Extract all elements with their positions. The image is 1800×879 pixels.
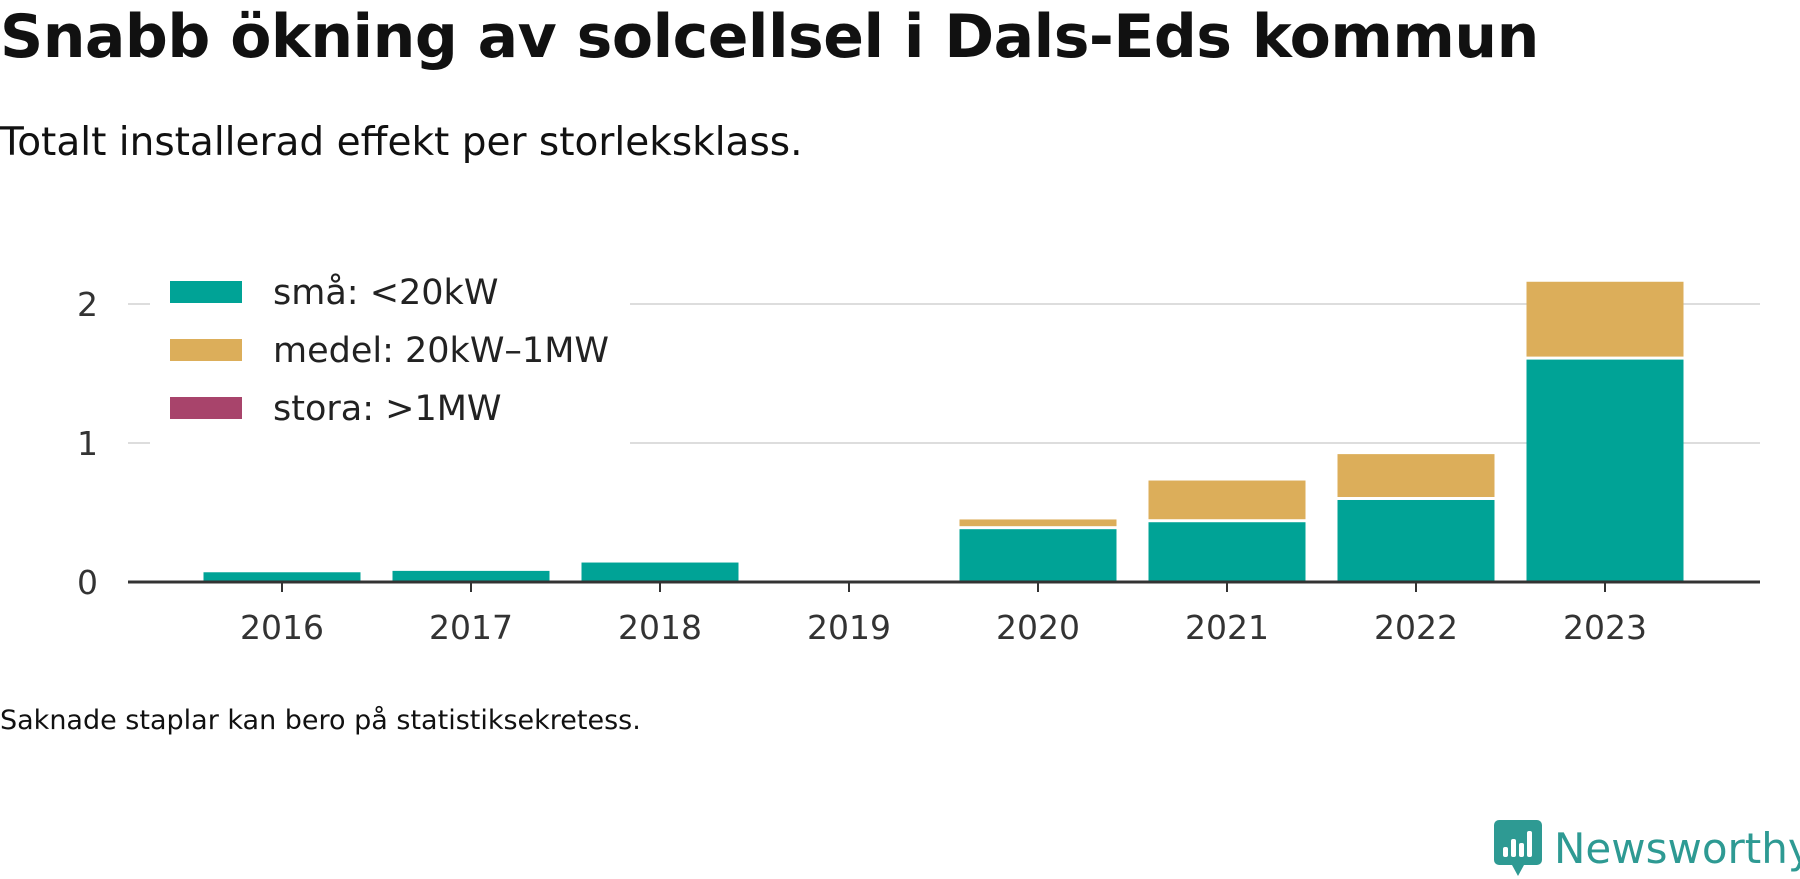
chart-title: Snabb ökning av solcellsel i Dals-Eds ko… [0, 2, 1539, 72]
x-tick-label: 2016 [240, 608, 324, 647]
bar-2021-0 [1148, 522, 1306, 582]
legend-swatch [170, 281, 242, 303]
bar-2016-0 [203, 572, 361, 582]
y-tick-label: 2 [77, 285, 98, 324]
bar-2022-1 [1337, 454, 1495, 497]
legend-swatch [170, 339, 242, 361]
footnote: Saknade staplar kan bero på statistiksek… [0, 705, 641, 736]
x-tick-label: 2019 [807, 608, 891, 647]
brand-name: Newsworthy [1554, 823, 1800, 873]
bar-2020-0 [959, 529, 1117, 582]
legend-swatch [170, 397, 242, 419]
axis-ticks: 0 1 2 2016 2017 2018 2019 2020 2021 2022 2023 [77, 285, 1647, 647]
bar-2021-1 [1148, 480, 1306, 520]
x-tick-label: 2022 [1374, 608, 1458, 647]
y-tick-label: 1 [77, 424, 98, 463]
bar-2022-0 [1337, 499, 1495, 582]
y-tick-label: 0 [77, 563, 98, 602]
x-tick-label: 2020 [996, 608, 1080, 647]
newsworthy-logo-icon [1494, 820, 1542, 876]
legend: små: <20kW medel: 20kW–1MW stora: >1MW [150, 268, 630, 446]
bar-2020-1 [959, 519, 1117, 527]
bars [203, 281, 1684, 582]
brand-logo: Newsworthy [1494, 820, 1800, 876]
x-tick-label: 2017 [429, 608, 513, 647]
bar-2018-0 [581, 562, 739, 582]
bar-2023-1 [1526, 281, 1684, 357]
legend-label: stora: >1MW [273, 389, 502, 429]
bar-2023-0 [1526, 359, 1684, 582]
legend-label: medel: 20kW–1MW [273, 331, 609, 371]
legend-label: små: <20kW [273, 272, 498, 313]
chart-subtitle: Totalt installerad effekt per storlekskl… [0, 120, 803, 165]
x-tick-label: 2023 [1563, 608, 1647, 647]
x-tick-label: 2018 [618, 608, 702, 647]
x-tick-label: 2021 [1185, 608, 1269, 647]
bar-2017-0 [392, 570, 550, 582]
